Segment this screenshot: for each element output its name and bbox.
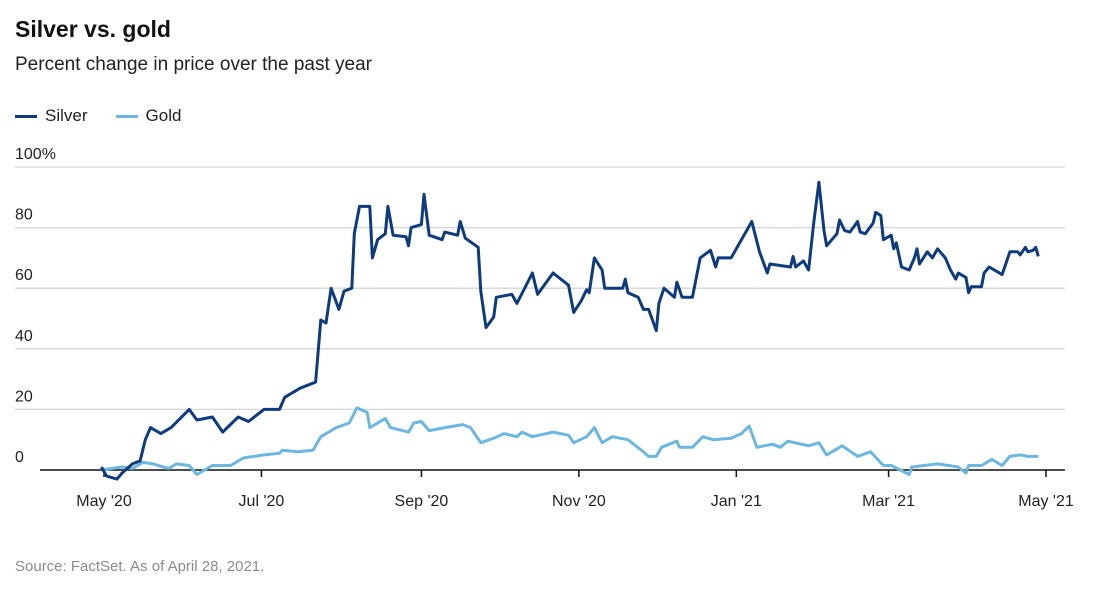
x-tick-label: Nov '20: [552, 493, 606, 510]
x-tick-label: Jul '20: [239, 493, 285, 510]
legend-item-silver: Silver: [15, 106, 88, 126]
chart-subtitle: Percent change in price over the past ye…: [15, 54, 372, 75]
legend-label-gold: Gold: [145, 106, 182, 125]
x-tick-label: Sep '20: [395, 493, 449, 510]
y-tick-label: 40: [15, 328, 33, 345]
x-tick-label: Jan '21: [711, 493, 762, 510]
chart-title: Silver vs. gold: [15, 16, 171, 42]
y-tick-label: 0: [15, 449, 24, 466]
y-tick-label: 100%: [15, 146, 56, 163]
y-tick-label: 80: [15, 207, 33, 224]
source-note: Source: FactSet. As of April 28, 2021.: [15, 558, 265, 575]
legend-swatch-silver: [15, 114, 37, 118]
x-tick-label: Mar '21: [862, 493, 915, 510]
y-tick-label: 20: [15, 388, 33, 405]
series-line-gold: [101, 406, 1039, 476]
x-tick-label: May '21: [1018, 493, 1074, 510]
x-tick-label: May '20: [76, 493, 132, 510]
legend-label-silver: Silver: [45, 106, 88, 125]
legend: Silver Gold: [15, 106, 181, 126]
legend-swatch-gold: [115, 114, 138, 118]
series-line-silver: [100, 180, 1040, 481]
legend-item-gold: Gold: [115, 106, 182, 126]
y-tick-label: 60: [15, 267, 33, 284]
